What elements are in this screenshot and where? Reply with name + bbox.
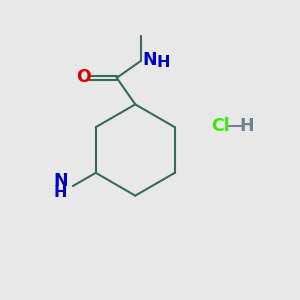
Text: O: O — [76, 68, 91, 86]
Text: N: N — [142, 51, 157, 69]
Text: N: N — [53, 172, 68, 190]
Text: H: H — [156, 55, 169, 70]
Text: Cl: Cl — [211, 117, 230, 135]
Text: H: H — [240, 117, 254, 135]
Text: H: H — [54, 185, 67, 200]
